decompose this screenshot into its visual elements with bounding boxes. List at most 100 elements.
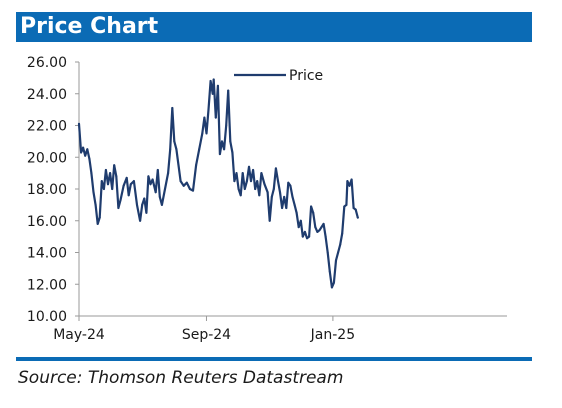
data-point	[291, 195, 294, 198]
data-point	[277, 180, 279, 183]
data-point	[160, 203, 163, 206]
data-point	[227, 89, 230, 92]
data-point	[318, 229, 321, 232]
data-point	[82, 146, 85, 149]
data-point	[310, 205, 313, 208]
data-point	[164, 188, 166, 190]
data-point	[100, 180, 103, 183]
data-point	[332, 281, 335, 284]
data-point	[308, 235, 311, 238]
data-point	[330, 286, 333, 289]
data-point	[179, 180, 182, 183]
data-point	[132, 180, 135, 183]
data-point	[139, 219, 142, 222]
data-point	[182, 184, 185, 187]
data-point	[136, 203, 138, 206]
data-point	[301, 235, 304, 238]
data-point	[274, 167, 277, 170]
data-point	[293, 203, 296, 206]
data-point	[225, 124, 228, 127]
data-point	[348, 184, 351, 187]
y-tick-label: 20.00	[27, 150, 67, 166]
data-point	[312, 211, 315, 214]
data-point	[289, 184, 292, 187]
data-point	[113, 164, 116, 167]
data-point	[254, 188, 257, 190]
data-point	[94, 203, 97, 206]
y-tick-label: 16.00	[27, 214, 67, 230]
title-bar: Price Chart	[16, 12, 532, 42]
data-point	[235, 172, 238, 175]
data-point	[324, 235, 327, 238]
y-tick-label: 24.00	[27, 87, 67, 103]
data-point	[122, 184, 125, 187]
data-point	[169, 148, 172, 151]
data-point	[320, 226, 323, 229]
data-point	[218, 153, 221, 156]
data-point	[263, 183, 266, 186]
data-point	[314, 226, 317, 229]
data-point	[86, 148, 89, 151]
data-point	[337, 251, 340, 254]
data-point	[346, 180, 349, 183]
data-point	[328, 270, 331, 273]
bottom-rule	[16, 357, 532, 361]
data-point	[171, 107, 174, 109]
data-point	[205, 132, 208, 135]
legend: Price	[234, 68, 323, 84]
data-point	[287, 181, 290, 184]
data-point	[167, 172, 170, 175]
y-tick-label: 22.00	[27, 119, 67, 135]
data-point	[119, 199, 122, 202]
data-point	[237, 188, 240, 190]
y-tick-label: 18.00	[27, 182, 67, 198]
data-point	[260, 172, 263, 175]
data-point	[303, 230, 306, 233]
data-point	[214, 116, 217, 119]
y-tick-label: 26.00	[27, 55, 67, 71]
data-point	[102, 188, 105, 190]
chart-title: Price Chart	[20, 14, 159, 39]
data-point	[221, 140, 223, 143]
data-point	[117, 207, 120, 209]
source-note: Source: Thomson Reuters Datastream	[18, 368, 344, 388]
data-point	[352, 207, 355, 209]
data-point	[306, 237, 308, 240]
data-point	[98, 216, 101, 219]
data-point	[241, 172, 244, 175]
data-point	[256, 180, 259, 183]
data-point	[127, 194, 130, 197]
data-point	[198, 148, 201, 151]
data-point	[350, 178, 353, 181]
data-point	[339, 243, 342, 246]
data-point	[147, 175, 150, 178]
data-point	[151, 178, 154, 181]
data-point	[84, 154, 87, 157]
data-point	[175, 148, 178, 151]
data-point	[354, 208, 357, 211]
data-point	[335, 259, 337, 262]
data-point	[231, 151, 234, 154]
data-point	[104, 169, 107, 171]
data-point	[201, 132, 204, 135]
data-point	[141, 203, 144, 206]
data-point	[188, 188, 191, 190]
data-point	[109, 172, 112, 175]
data-point	[154, 191, 157, 194]
data-point	[143, 197, 146, 200]
data-point	[356, 216, 359, 219]
data-point	[252, 169, 255, 171]
data-point	[192, 189, 194, 192]
data-point	[111, 188, 114, 190]
data-point	[239, 194, 242, 197]
data-point	[245, 180, 248, 183]
data-point	[80, 151, 83, 154]
data-point	[129, 183, 132, 186]
data-point	[177, 164, 180, 167]
data-point	[216, 84, 219, 87]
data-point	[211, 92, 214, 95]
data-point	[223, 148, 226, 151]
data-point	[341, 232, 344, 235]
data-point	[195, 164, 198, 167]
